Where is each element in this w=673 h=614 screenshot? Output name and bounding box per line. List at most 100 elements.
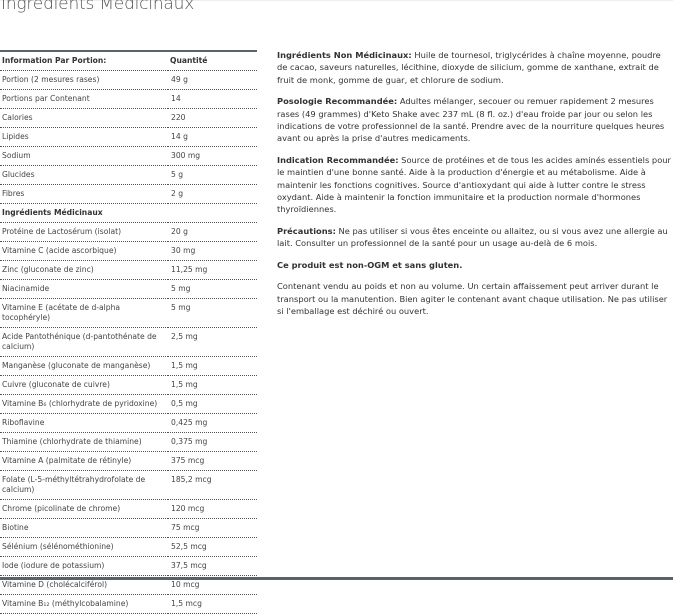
nutrient-name: Protéine de Lactosérum (isolat) [0, 222, 168, 242]
page-title: Ingrédients Médicinaux [1, 0, 195, 14]
nutrient-quantity: 5 mg [168, 279, 257, 299]
table-row: Vitamine B₆ (chlorhydrate de pyridoxine)… [0, 394, 257, 414]
non-medicinal-text: Huile de tournesol, triglycérides à chaî… [277, 50, 661, 85]
table-row: Biotine 75 mcg [0, 518, 257, 538]
nutrient-quantity: 30 mg [168, 241, 257, 261]
nutrient-quantity: 185,2 mcg [168, 470, 257, 500]
table-row: Manganèse (gluconate de manganèse) 1,5 mg [0, 356, 257, 376]
nutrient-quantity: 52,5 mcg [168, 537, 257, 557]
table-row: Sodium 300 mg [0, 146, 257, 166]
nutrient-name: Sodium [0, 146, 168, 166]
table-row: Zinc (gluconate de zinc) 11,25 mg [0, 260, 257, 280]
nutrient-name: Lipides [0, 127, 168, 147]
nutrient-quantity: 20 g [168, 222, 257, 242]
nutrient-name: Niacinamide [0, 279, 168, 299]
nutrient-name: Sélénium (sélénométhionine) [0, 537, 168, 557]
table-row: Fibres 2 g [0, 184, 257, 204]
nutrient-name: Thiamine (chlorhydrate de thiamine) [0, 432, 168, 452]
caution-label: Précautions: [277, 225, 336, 236]
table-row: Chrome (picolinate de chrome) 120 mcg [0, 499, 257, 519]
nutrient-name: Biotine [0, 518, 168, 538]
nutrient-quantity: 0,425 mg [168, 413, 257, 433]
gmo-statement: Ce produit est non-OGM et sans gluten. [277, 259, 673, 271]
product-info: Ingrédients Non Médicinaux: Huile de tou… [277, 49, 673, 326]
table-row: Vitamine C (acide ascorbique) 30 mg [0, 241, 257, 261]
table-row: Vitamine B₁₂ (méthylcobalamine) 1,5 mcg [0, 594, 257, 614]
dosage: Posologie Recommandée: Adultes mélanger,… [277, 95, 673, 145]
table-row: Iode (iodure de potassium) 37,5 mcg [0, 556, 257, 576]
nutrient-quantity: 1,5 mcg [168, 594, 257, 614]
nutrient-quantity: 5 g [168, 165, 257, 185]
dosage-label: Posologie Recommandée: [277, 96, 398, 107]
nutrient-quantity: 14 [168, 89, 257, 109]
nutrient-quantity: 375 mcg [168, 451, 257, 471]
indication-label: Indication Recommandée: [277, 154, 399, 165]
nutrient-quantity: 37,5 mcg [168, 556, 257, 576]
nutrient-name: Vitamine C (acide ascorbique) [0, 241, 168, 261]
table-header-row: Information Par Portion: Quantité [0, 51, 257, 71]
nutrient-name: Manganèse (gluconate de manganèse) [0, 356, 168, 376]
nutrient-name: Zinc (gluconate de zinc) [0, 260, 168, 280]
nutrient-name: Calories [0, 108, 168, 128]
nutrition-table: Information Par Portion: Quantité Portio… [0, 50, 257, 614]
table-row: Niacinamide 5 mg [0, 279, 257, 299]
nutrient-quantity: 220 [168, 108, 257, 128]
nutrient-quantity: 300 mg [168, 146, 257, 166]
nutrient-quantity: 0,375 mg [168, 432, 257, 452]
nutrient-name: Portion (2 mesures rases) [0, 70, 168, 90]
section-row: Ingrédients Médicinaux [0, 203, 257, 223]
container-note: Contenant vendu au poids et non au volum… [277, 281, 668, 316]
table-row: Calories 220 [0, 108, 257, 128]
table-row: Vitamine E (acétate de d-alpha tocophéry… [0, 298, 257, 328]
nutrient-name: Portions par Contenant [0, 89, 168, 109]
nutrient-name: Vitamine B₆ (chlorhydrate de pyridoxine) [0, 394, 168, 414]
nutrient-name: Vitamine A (palmitate de rétinyle) [0, 451, 168, 471]
non-medicinal-ingredients: Ingrédients Non Médicinaux: Huile de tou… [277, 49, 673, 86]
nutrient-name: Iode (iodure de potassium) [0, 556, 168, 576]
gmo-text: Ce produit est non-OGM et sans gluten. [277, 259, 463, 270]
indication-text: Source de protéines et de tous les acide… [277, 154, 671, 215]
caution-text: Ne pas utiliser si vous êtes enceinte ou… [277, 225, 668, 249]
bottom-divider [0, 577, 673, 580]
nutrient-quantity: 1,5 mg [168, 375, 257, 395]
dosage-text: Adultes mélanger, secouer ou remuer rapi… [277, 96, 665, 144]
cautions: Précautions: Ne pas utiliser si vous ête… [277, 225, 673, 250]
nutrient-name: Cuivre (gluconate de cuivre) [0, 375, 168, 395]
nutrient-quantity: 5 mg [168, 298, 257, 328]
nutrient-quantity: 2,5 mg [168, 327, 257, 357]
indication: Indication Recommandée: Source de protéi… [277, 154, 673, 216]
nutrient-quantity: 11,25 mg [168, 260, 257, 280]
header-info: Information Par Portion: [0, 51, 168, 71]
table-row: Sélénium (sélénométhionine) 52,5 mcg [0, 537, 257, 557]
nutrient-name: Acide Pantothénique (d-pantothénate de c… [0, 327, 168, 357]
nutrient-quantity: 75 mcg [168, 518, 257, 538]
nutrient-quantity: 2 g [168, 184, 257, 204]
nutrient-quantity: 14 g [168, 127, 257, 147]
table-row: Cuivre (gluconate de cuivre) 1,5 mg [0, 375, 257, 395]
table-row: Thiamine (chlorhydrate de thiamine) 0,375… [0, 432, 257, 452]
table-row: Glucides 5 g [0, 165, 257, 185]
table-row: Acide Pantothénique (d-pantothénate de c… [0, 327, 257, 357]
table-row: Lipides 14 g [0, 127, 257, 147]
nutrient-name: Glucides [0, 165, 168, 185]
nutrient-name: Vitamine B₁₂ (méthylcobalamine) [0, 594, 168, 614]
nutrient-name: Vitamine E (acétate de d-alpha tocophéry… [0, 298, 168, 328]
table-row: Protéine de Lactosérum (isolat) 20 g [0, 222, 257, 242]
nutrient-quantity: 49 g [168, 70, 257, 90]
section-label: Ingrédients Médicinaux [0, 203, 257, 223]
nutrient-name: Chrome (picolinate de chrome) [0, 499, 168, 519]
table-row: Folate (L-5-méthyltétrahydrofolate de ca… [0, 470, 257, 500]
nutrient-name: Riboflavine [0, 413, 168, 433]
top-divider [0, 0, 673, 1]
nutrient-quantity: 0,5 mg [168, 394, 257, 414]
table-row: Portion (2 mesures rases) 49 g [0, 70, 257, 90]
non-medicinal-label: Ingrédients Non Médicinaux: [277, 50, 412, 60]
nutrient-quantity: 1,5 mg [168, 356, 257, 376]
nutrient-name: Folate (L-5-méthyltétrahydrofolate de ca… [0, 470, 168, 500]
nutrient-name: Fibres [0, 184, 168, 204]
table-row: Portions par Contenant 14 [0, 89, 257, 109]
header-quantity: Quantité [168, 51, 257, 71]
table-row: Riboflavine 0,425 mg [0, 413, 257, 433]
nutrient-quantity: 120 mcg [168, 499, 257, 519]
table-row: Vitamine A (palmitate de rétinyle) 375 mc… [0, 451, 257, 471]
